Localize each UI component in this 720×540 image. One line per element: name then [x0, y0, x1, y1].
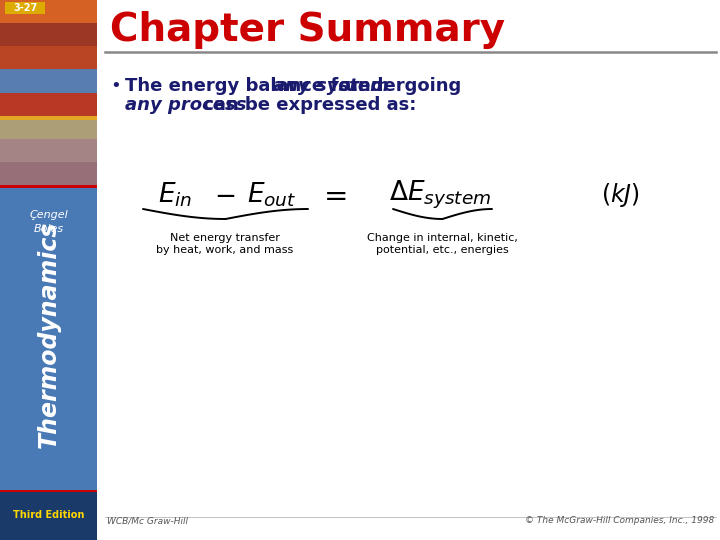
- Text: Third Edition: Third Edition: [13, 510, 84, 520]
- Text: $(kJ)$: $(kJ)$: [600, 181, 639, 209]
- Bar: [0, 69, 97, 92]
- Text: any system: any system: [273, 77, 389, 95]
- Text: Change in internal, kinetic,
potential, etc., energies: Change in internal, kinetic, potential, …: [366, 233, 518, 254]
- Bar: [0, 46, 97, 69]
- Text: any process: any process: [125, 96, 246, 114]
- Text: © The McGraw-Hill Companies, Inc., 1998: © The McGraw-Hill Companies, Inc., 1998: [525, 516, 714, 525]
- Text: Thermodynamics: Thermodynamics: [37, 220, 60, 448]
- Bar: [0, 116, 97, 139]
- Text: Chapter Summary: Chapter Summary: [110, 11, 505, 49]
- Text: •: •: [110, 77, 121, 95]
- Text: 3-27: 3-27: [13, 3, 37, 13]
- Bar: [0, 0, 97, 185]
- Bar: [0, 185, 97, 188]
- Bar: [0, 139, 97, 162]
- Bar: [0, 490, 97, 540]
- Text: Boles: Boles: [33, 224, 63, 234]
- Bar: [0, 23, 97, 46]
- Text: The energy balance for: The energy balance for: [125, 77, 366, 95]
- Text: $=$: $=$: [318, 181, 348, 209]
- Text: $-$: $-$: [215, 182, 235, 208]
- Text: Çengel: Çengel: [29, 210, 68, 220]
- Text: $\Delta E_{system}$: $\Delta E_{system}$: [389, 179, 491, 211]
- Text: $E_{out}$: $E_{out}$: [247, 181, 297, 209]
- Bar: [5, 2, 45, 14]
- Text: WCB/Mc Graw-Hill: WCB/Mc Graw-Hill: [107, 516, 188, 525]
- Bar: [0, 188, 97, 490]
- Bar: [0, 92, 97, 116]
- Text: undergoing: undergoing: [339, 77, 462, 95]
- Text: $E_{in}$: $E_{in}$: [158, 181, 192, 209]
- Bar: [0, 120, 97, 185]
- Bar: [0, 0, 97, 23]
- Bar: [0, 490, 97, 492]
- Text: can be expressed as:: can be expressed as:: [197, 96, 416, 114]
- Text: Net energy transfer
by heat, work, and mass: Net energy transfer by heat, work, and m…: [156, 233, 294, 254]
- Bar: [0, 162, 97, 185]
